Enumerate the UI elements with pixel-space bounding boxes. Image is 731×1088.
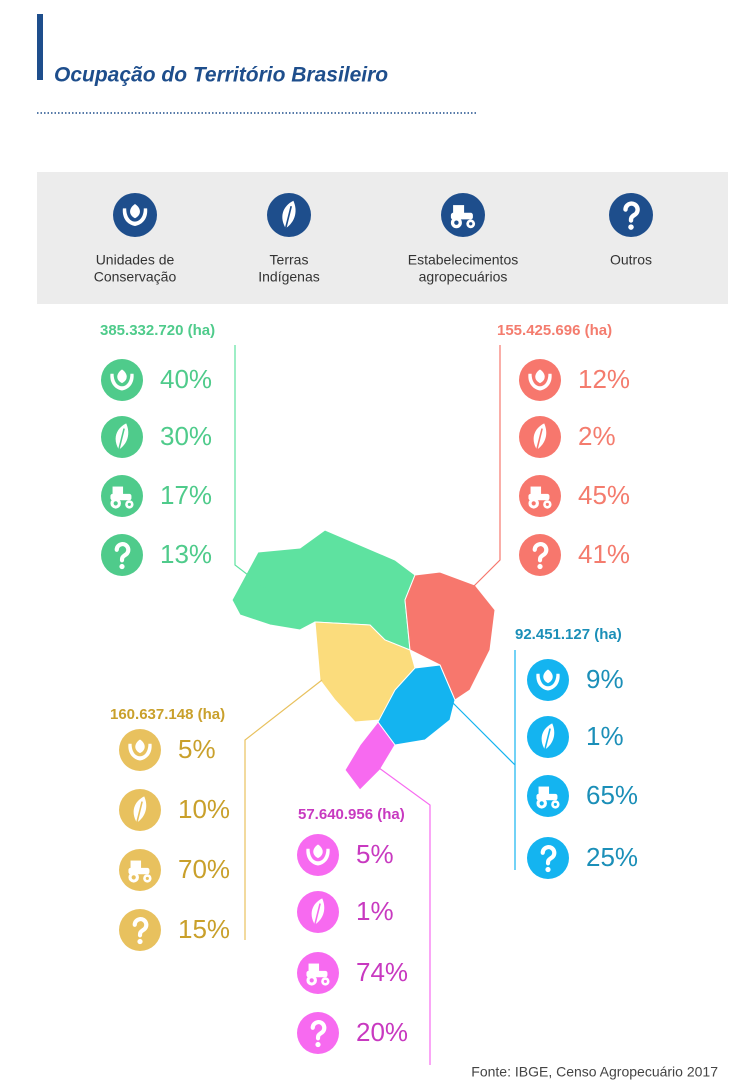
share: 65% — [586, 780, 638, 810]
share: 30% — [160, 421, 212, 451]
share: 1% — [586, 721, 624, 751]
title: Ocupação do Território Brasileiro — [54, 64, 388, 87]
icon — [297, 1012, 339, 1054]
connector — [449, 650, 516, 870]
icon — [519, 416, 561, 458]
icon — [119, 849, 161, 891]
connector — [469, 345, 501, 591]
legend-label: Conservação — [94, 269, 177, 285]
legend-label: Outros — [610, 252, 652, 268]
share: 9% — [586, 664, 624, 694]
share: 10% — [178, 794, 230, 824]
connector — [374, 764, 431, 1065]
icon — [527, 775, 569, 817]
region-total: 155.425.696 (ha) — [497, 322, 612, 339]
share: 15% — [178, 914, 230, 944]
region-southeast — [377, 664, 456, 746]
legend-label: Unidades de — [96, 252, 175, 268]
icon — [119, 789, 161, 831]
region-northeast — [404, 571, 496, 701]
connector — [244, 679, 323, 940]
icon — [297, 952, 339, 994]
icon — [527, 659, 569, 701]
region-total: 57.640.956 (ha) — [298, 806, 405, 823]
icon — [101, 534, 143, 576]
share: 5% — [178, 734, 216, 764]
map — [231, 529, 496, 791]
icon — [519, 359, 561, 401]
share: 40% — [160, 364, 212, 394]
share: 1% — [356, 896, 394, 926]
icon — [609, 193, 653, 237]
region-total: 160.637.148 (ha) — [110, 706, 225, 723]
icon — [119, 729, 161, 771]
share: 12% — [578, 364, 630, 394]
title-bar — [37, 14, 43, 80]
share: 45% — [578, 480, 630, 510]
icon — [119, 909, 161, 951]
icon — [101, 475, 143, 517]
icon — [527, 716, 569, 758]
icon — [101, 359, 143, 401]
connector — [234, 345, 271, 593]
legend-label: Indígenas — [258, 269, 320, 285]
icon — [101, 416, 143, 458]
legend-label: Estabelecimentos — [408, 252, 519, 268]
region-total: 385.332.720 (ha) — [100, 322, 215, 339]
share: 5% — [356, 839, 394, 869]
share: 13% — [160, 539, 212, 569]
legend-label: agropecuários — [419, 269, 508, 285]
share: 70% — [178, 854, 230, 884]
icon — [519, 475, 561, 517]
icon — [527, 837, 569, 879]
legend-band — [37, 172, 728, 304]
icon — [519, 534, 561, 576]
region-south — [344, 721, 396, 791]
icon — [113, 193, 157, 237]
share: 2% — [578, 421, 616, 451]
share: 41% — [578, 539, 630, 569]
icon — [297, 834, 339, 876]
share: 17% — [160, 480, 212, 510]
share: 74% — [356, 957, 408, 987]
share: 20% — [356, 1017, 408, 1047]
share: 25% — [586, 842, 638, 872]
source: Fonte: IBGE, Censo Agropecuário 2017 — [471, 1064, 718, 1080]
icon — [297, 891, 339, 933]
legend-label: Terras — [270, 252, 309, 268]
connectors — [234, 345, 516, 1065]
region-total: 92.451.127 (ha) — [515, 626, 622, 643]
icon — [267, 193, 311, 237]
icon — [441, 193, 485, 237]
